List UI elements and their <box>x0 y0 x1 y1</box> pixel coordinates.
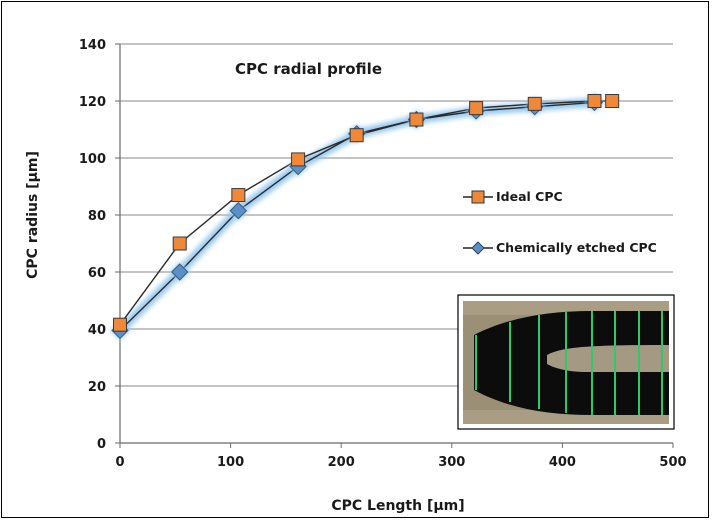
diamond-marker <box>171 263 189 281</box>
x-tick-label: 200 <box>328 455 355 470</box>
gridlines <box>120 43 673 387</box>
y-tick-label: 120 <box>79 95 106 110</box>
legend-label-ideal: Ideal CPC <box>496 189 563 204</box>
square-marker <box>349 128 364 143</box>
inset-micrograph <box>457 294 675 430</box>
x-axis-title: CPC Length [μm] <box>331 498 464 514</box>
x-tick-label: 100 <box>217 455 244 470</box>
y-tick-label: 40 <box>88 323 106 338</box>
legend: Ideal CPC Chemically etched CPC <box>463 189 657 255</box>
y-tick-label: 80 <box>88 209 106 224</box>
x-tick-label: 0 <box>115 455 124 470</box>
x-tick-label: 300 <box>438 455 465 470</box>
legend-label-etched: Chemically etched CPC <box>496 240 657 255</box>
legend-item-ideal: Ideal CPC <box>463 189 563 204</box>
square-marker <box>113 317 127 332</box>
square-marker <box>587 94 602 108</box>
square-marker <box>527 96 542 111</box>
square-marker <box>469 101 484 116</box>
square-marker <box>231 188 246 203</box>
legend-square-marker <box>471 190 485 204</box>
x-tick-label: 500 <box>659 455 686 470</box>
square-marker <box>409 112 424 127</box>
y-tick-label: 60 <box>88 266 106 281</box>
series-layer <box>110 92 620 341</box>
square-marker <box>172 236 187 251</box>
chart-title: CPC radial profile <box>235 60 382 78</box>
legend-item-etched: Chemically etched CPC <box>463 240 657 255</box>
square-marker <box>291 152 306 167</box>
x-tick-label: 400 <box>549 455 576 470</box>
x-tick-labels: 0 100 200 300 400 500 <box>115 455 686 470</box>
y-tick-label: 20 <box>88 380 106 395</box>
y-axis-title: CPC radius [μm] <box>25 151 41 279</box>
diamond-marker <box>229 202 248 220</box>
y-tick-labels: 0 20 40 60 80 100 120 140 <box>79 38 106 452</box>
square-marker <box>605 94 620 108</box>
y-tick-label: 100 <box>79 152 106 167</box>
legend-diamond-marker <box>471 241 485 255</box>
y-tick-label: 140 <box>79 38 106 53</box>
y-tick-label: 0 <box>97 437 106 452</box>
